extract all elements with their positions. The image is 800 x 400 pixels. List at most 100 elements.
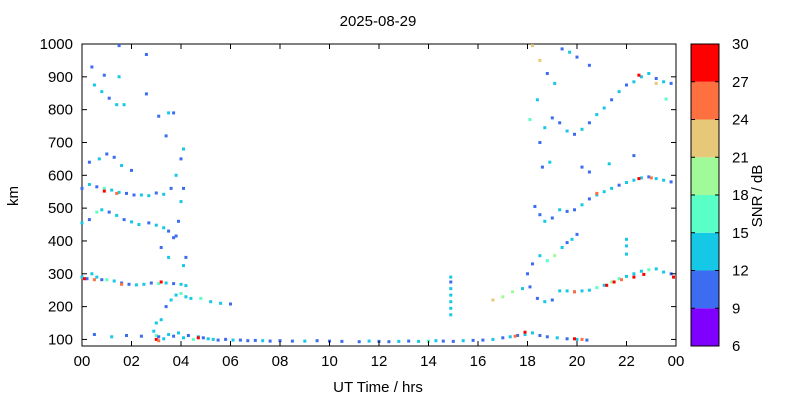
data-point [217, 339, 220, 342]
data-point [581, 128, 584, 131]
data-point [397, 340, 400, 343]
data-point [509, 335, 512, 338]
data-point [157, 115, 160, 118]
data-point [93, 333, 96, 336]
data-point [670, 180, 673, 183]
data-point [511, 290, 514, 293]
data-point [145, 92, 148, 95]
data-point [133, 194, 136, 197]
data-point [573, 133, 576, 136]
data-point [209, 300, 212, 303]
x-axis-label: UT Time / hrs [333, 379, 423, 396]
data-point [538, 334, 541, 337]
data-point [581, 338, 584, 341]
data-point [105, 278, 108, 281]
data-point [536, 297, 539, 300]
data-point [165, 134, 168, 137]
data-point [588, 171, 591, 174]
data-point [358, 340, 361, 343]
data-point [202, 336, 205, 339]
snr-colorbar: 6 9 12 15 18 21 24 27 30 [691, 36, 749, 355]
data-point [558, 121, 561, 124]
data-point [529, 285, 532, 288]
data-point [632, 179, 635, 182]
data-point [632, 80, 635, 83]
data-point [655, 267, 658, 270]
data-point [543, 126, 546, 129]
data-point [182, 148, 185, 151]
data-point [566, 130, 569, 133]
data-point [187, 334, 190, 337]
data-point [553, 254, 556, 257]
colorbar-tick-label: 9 [732, 300, 740, 317]
data-point [118, 44, 121, 47]
data-point [123, 218, 126, 221]
y-tick-label: 800 [48, 102, 73, 119]
data-point [605, 284, 608, 287]
data-point [551, 217, 554, 220]
data-point [199, 297, 202, 300]
data-point [449, 281, 452, 284]
data-point [88, 218, 91, 221]
data-point [556, 336, 559, 339]
y-tick-label: 100 [48, 331, 73, 348]
data-point [180, 292, 183, 295]
data-point [613, 281, 616, 284]
data-point [618, 90, 621, 93]
data-point [553, 82, 556, 85]
data-point [647, 268, 650, 271]
data-point [538, 254, 541, 257]
colorbar-bin [691, 233, 719, 271]
data-point [105, 153, 108, 156]
data-point [588, 121, 591, 124]
data-point [672, 276, 675, 279]
data-point [588, 289, 591, 292]
data-point [531, 262, 534, 265]
data-point [93, 278, 96, 281]
data-point [501, 295, 504, 298]
data-point [167, 111, 170, 114]
data-point [90, 66, 93, 69]
data-point [145, 53, 148, 56]
data-point [533, 205, 536, 208]
data-point [449, 276, 452, 279]
data-point [491, 338, 494, 341]
data-point [595, 286, 598, 289]
colorbar-bin [691, 271, 719, 309]
x-tick-label: 22 [618, 353, 635, 370]
colorbar-tick-label: 12 [732, 263, 749, 280]
x-tick-label: 00 [74, 353, 91, 370]
data-point [125, 192, 128, 195]
chart-title: 2025-08-29 [340, 13, 417, 30]
y-axis: 100 200 300 400 500 600 700 800 900 1000 [40, 36, 676, 348]
data-point [665, 98, 668, 101]
data-point [147, 221, 150, 224]
data-point [115, 214, 118, 217]
colorbar-tick-label: 27 [732, 74, 749, 91]
data-point [182, 264, 185, 267]
data-point [303, 340, 306, 343]
data-point [640, 270, 643, 273]
data-point [625, 181, 628, 184]
data-point [521, 287, 524, 290]
data-point [434, 339, 437, 342]
data-point [449, 313, 452, 316]
data-point [566, 337, 569, 340]
x-tick-label: 16 [470, 353, 487, 370]
data-point [110, 189, 113, 192]
data-point [670, 82, 673, 85]
data-point [100, 278, 103, 281]
data-point [170, 187, 173, 190]
data-point [558, 289, 561, 292]
data-points [81, 44, 676, 343]
data-point [130, 220, 133, 223]
data-point [632, 276, 635, 279]
data-point [524, 331, 527, 334]
data-point [632, 154, 635, 157]
data-point [573, 208, 576, 211]
data-point [538, 141, 541, 144]
data-point [180, 200, 183, 203]
data-point [620, 278, 623, 281]
data-point [93, 84, 96, 87]
data-point [566, 241, 569, 244]
